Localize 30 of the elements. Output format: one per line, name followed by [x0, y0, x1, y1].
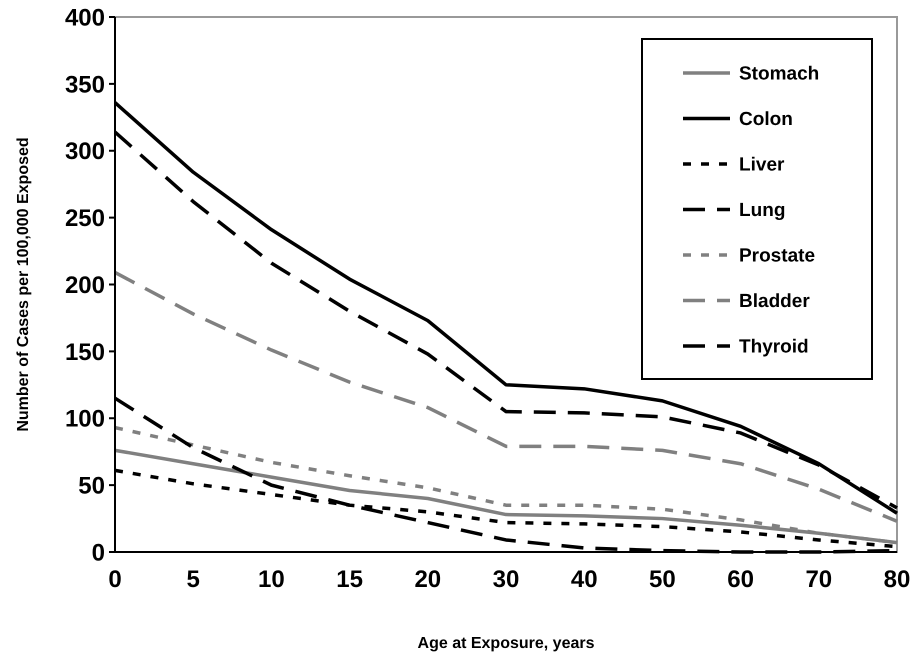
legend-label: Thyroid: [739, 336, 809, 358]
y-tick-label: 50: [78, 472, 105, 500]
y-tick-label: 250: [64, 205, 105, 232]
x-tick-label: 70: [805, 566, 832, 593]
legend-label: Prostate: [739, 246, 816, 267]
line-series: [113, 270, 899, 523]
x-tick-label: 10: [258, 566, 285, 593]
x-tick-label: 5: [186, 566, 200, 593]
y-tick-label: 150: [64, 338, 105, 366]
x-tick-label: 15: [336, 566, 363, 593]
y-tick-label: 0: [92, 539, 105, 566]
legend-label: Stomach: [739, 64, 820, 85]
x-tick-label: 40: [570, 566, 598, 593]
x-tick-label: 60: [727, 566, 754, 593]
legend-label: Colon: [739, 109, 793, 130]
y-tick-label: 200: [64, 272, 105, 299]
legend-label: Lung: [739, 200, 786, 222]
y-tick-label: 400: [64, 4, 105, 32]
legend-label: Bladder: [739, 291, 810, 312]
x-tick-label: 20: [414, 566, 442, 593]
legend-label: Liver: [739, 154, 786, 176]
x-tick-label: 0: [108, 566, 122, 593]
y-tick-label: 350: [64, 71, 105, 98]
y-tick-label: 100: [64, 406, 105, 433]
y-tick-label: 300: [64, 138, 105, 166]
x-tick-label: 50: [649, 566, 676, 593]
x-tick-label: 80: [884, 566, 910, 593]
y-axis-title: Number of Cases per 100,000 Exposed: [15, 137, 32, 432]
x-tick-label: 30: [492, 566, 520, 593]
x-axis-title: Age at Exposure, years: [418, 635, 595, 652]
